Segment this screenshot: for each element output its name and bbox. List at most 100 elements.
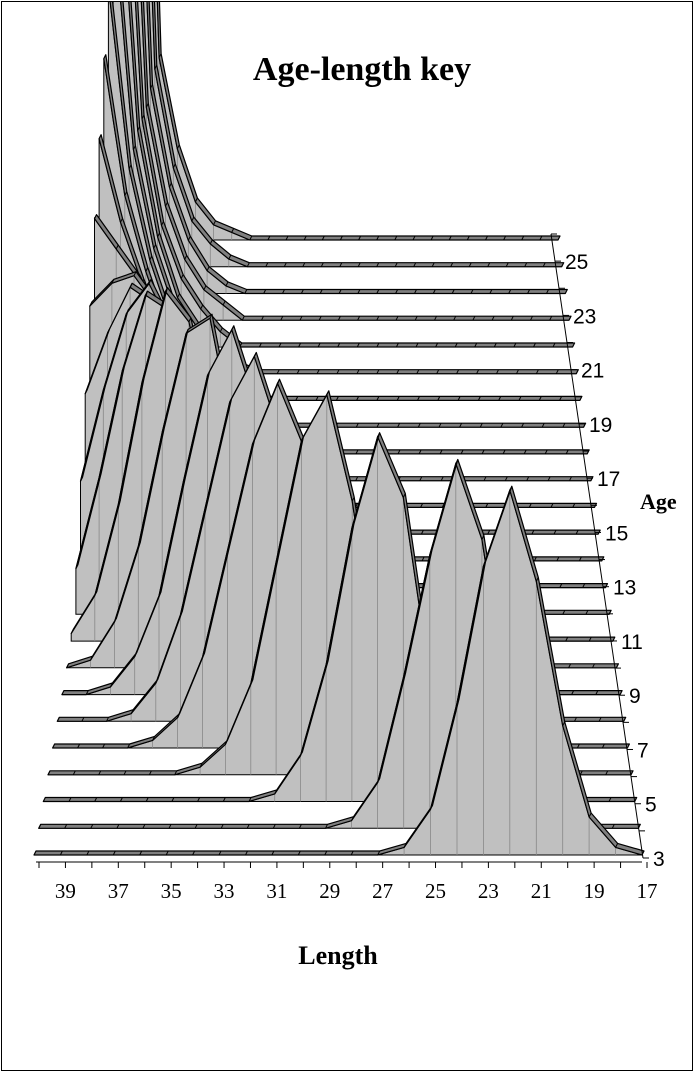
ribbon-sep (538, 396, 542, 401)
ribbon-sep (338, 289, 342, 294)
ribbon-sep (565, 449, 569, 455)
ribbon-sep (246, 824, 250, 829)
ribbon-sep (94, 591, 98, 596)
ribbon-sep (569, 476, 572, 481)
ribbon-sep (316, 369, 320, 374)
ribbon-sep (487, 262, 491, 267)
ribbon-sep (139, 850, 143, 856)
x-tick-label: 21 (531, 879, 552, 903)
ribbon-sep (355, 449, 359, 455)
ribbon-sep (177, 293, 180, 298)
ribbon-sep (64, 824, 68, 829)
ribbon-sep (466, 235, 470, 241)
ribbon-sep (483, 476, 487, 481)
ribbon-sep (320, 262, 324, 267)
series-age-26 (140, 2, 561, 241)
ribbon-sep (176, 144, 180, 150)
ribbon-sep (278, 342, 282, 348)
ribbon-sep (559, 396, 563, 401)
ribbon-sep (231, 325, 235, 331)
ribbon-sep (376, 262, 380, 267)
ribbon-sep (141, 378, 145, 383)
ribbon-sep (357, 315, 361, 321)
ribbon-sep (153, 244, 157, 249)
ribbon-sep (431, 262, 435, 267)
ribbon-sep (460, 449, 464, 455)
ribbon-sep (455, 459, 459, 464)
ribbon-sep (527, 289, 531, 294)
ribbon-sep (351, 496, 355, 502)
ribbon-sep (285, 235, 289, 241)
ribbon-sep (575, 529, 579, 535)
ribbon-sep (605, 770, 609, 776)
ribbon-sep (415, 342, 419, 348)
ribbon-sep (209, 239, 213, 245)
ribbon-sep (155, 679, 159, 684)
ribbon-sep (562, 422, 566, 428)
ribbon-sep (119, 797, 123, 802)
ribbon-sep (571, 690, 575, 695)
ribbon-sep (244, 289, 248, 294)
ribbon-sep (113, 617, 117, 623)
ribbon-sep (430, 805, 433, 810)
ribbon-sep (376, 342, 380, 348)
ribbon-sep (505, 262, 509, 267)
ribbon-sep (438, 422, 442, 428)
ribbon-sep (376, 289, 380, 294)
ribbon-sep (85, 690, 89, 695)
ribbon-sep (102, 385, 106, 391)
ribbon-sep (194, 824, 198, 829)
ribbon-sep (187, 236, 191, 241)
ribbon-sep (152, 736, 156, 741)
ribbon-sep (265, 262, 269, 267)
ribbon-sep (355, 422, 359, 428)
ribbon-sep (489, 289, 493, 294)
ribbon-sep (559, 583, 563, 588)
ribbon-sep (98, 473, 102, 478)
ribbon-sep (180, 274, 184, 279)
x-tick-label: 31 (266, 879, 287, 903)
ribbon-sep (439, 449, 443, 455)
ribbon-sep (546, 289, 549, 294)
ribbon-sep (299, 751, 303, 757)
ribbon-sep (535, 369, 539, 374)
ribbon-sep (282, 289, 285, 294)
ribbon-sep (206, 266, 210, 271)
ribbon-top-age-23 (140, 2, 572, 321)
series-age-24 (131, 2, 568, 295)
ribbon-sep (252, 439, 255, 445)
ribbon-sep (218, 850, 222, 856)
ribbon-sep (470, 289, 474, 294)
ribbon-sep (568, 663, 572, 669)
ribbon-sep (59, 850, 63, 856)
ribbon-sep (185, 329, 189, 334)
ribbon-sep (127, 743, 131, 749)
ribbon-sep (219, 327, 223, 333)
ribbon-sep (377, 850, 381, 856)
ribbon-sep (472, 315, 476, 321)
ribbon-sep (200, 304, 204, 310)
ribbon-sep (357, 262, 361, 267)
ribbon-sep (261, 315, 264, 321)
age-axis-line (550, 233, 644, 859)
ribbon-sep (171, 797, 175, 802)
x-tick-label: 27 (372, 879, 393, 903)
ribbon-sep (121, 366, 125, 372)
ribbon-sep (102, 743, 106, 749)
ribbon-sep (321, 235, 325, 241)
ribbon-sep (123, 770, 127, 776)
ribbon-sep (132, 145, 136, 150)
ribbon-sep (417, 422, 421, 428)
ribbon-sep (144, 290, 148, 296)
ribbon-sep (523, 449, 527, 455)
ribbon-sep (420, 503, 424, 508)
ribbon-sep (283, 262, 287, 267)
ribbon-sep (562, 721, 566, 727)
ribbon-sep (394, 262, 398, 267)
ribbon-sep (134, 652, 138, 657)
age-tick-label: 13 (613, 577, 636, 600)
ribbon-sep (541, 422, 545, 428)
ribbon-sep (229, 397, 233, 403)
ribbon-sep (394, 235, 398, 241)
